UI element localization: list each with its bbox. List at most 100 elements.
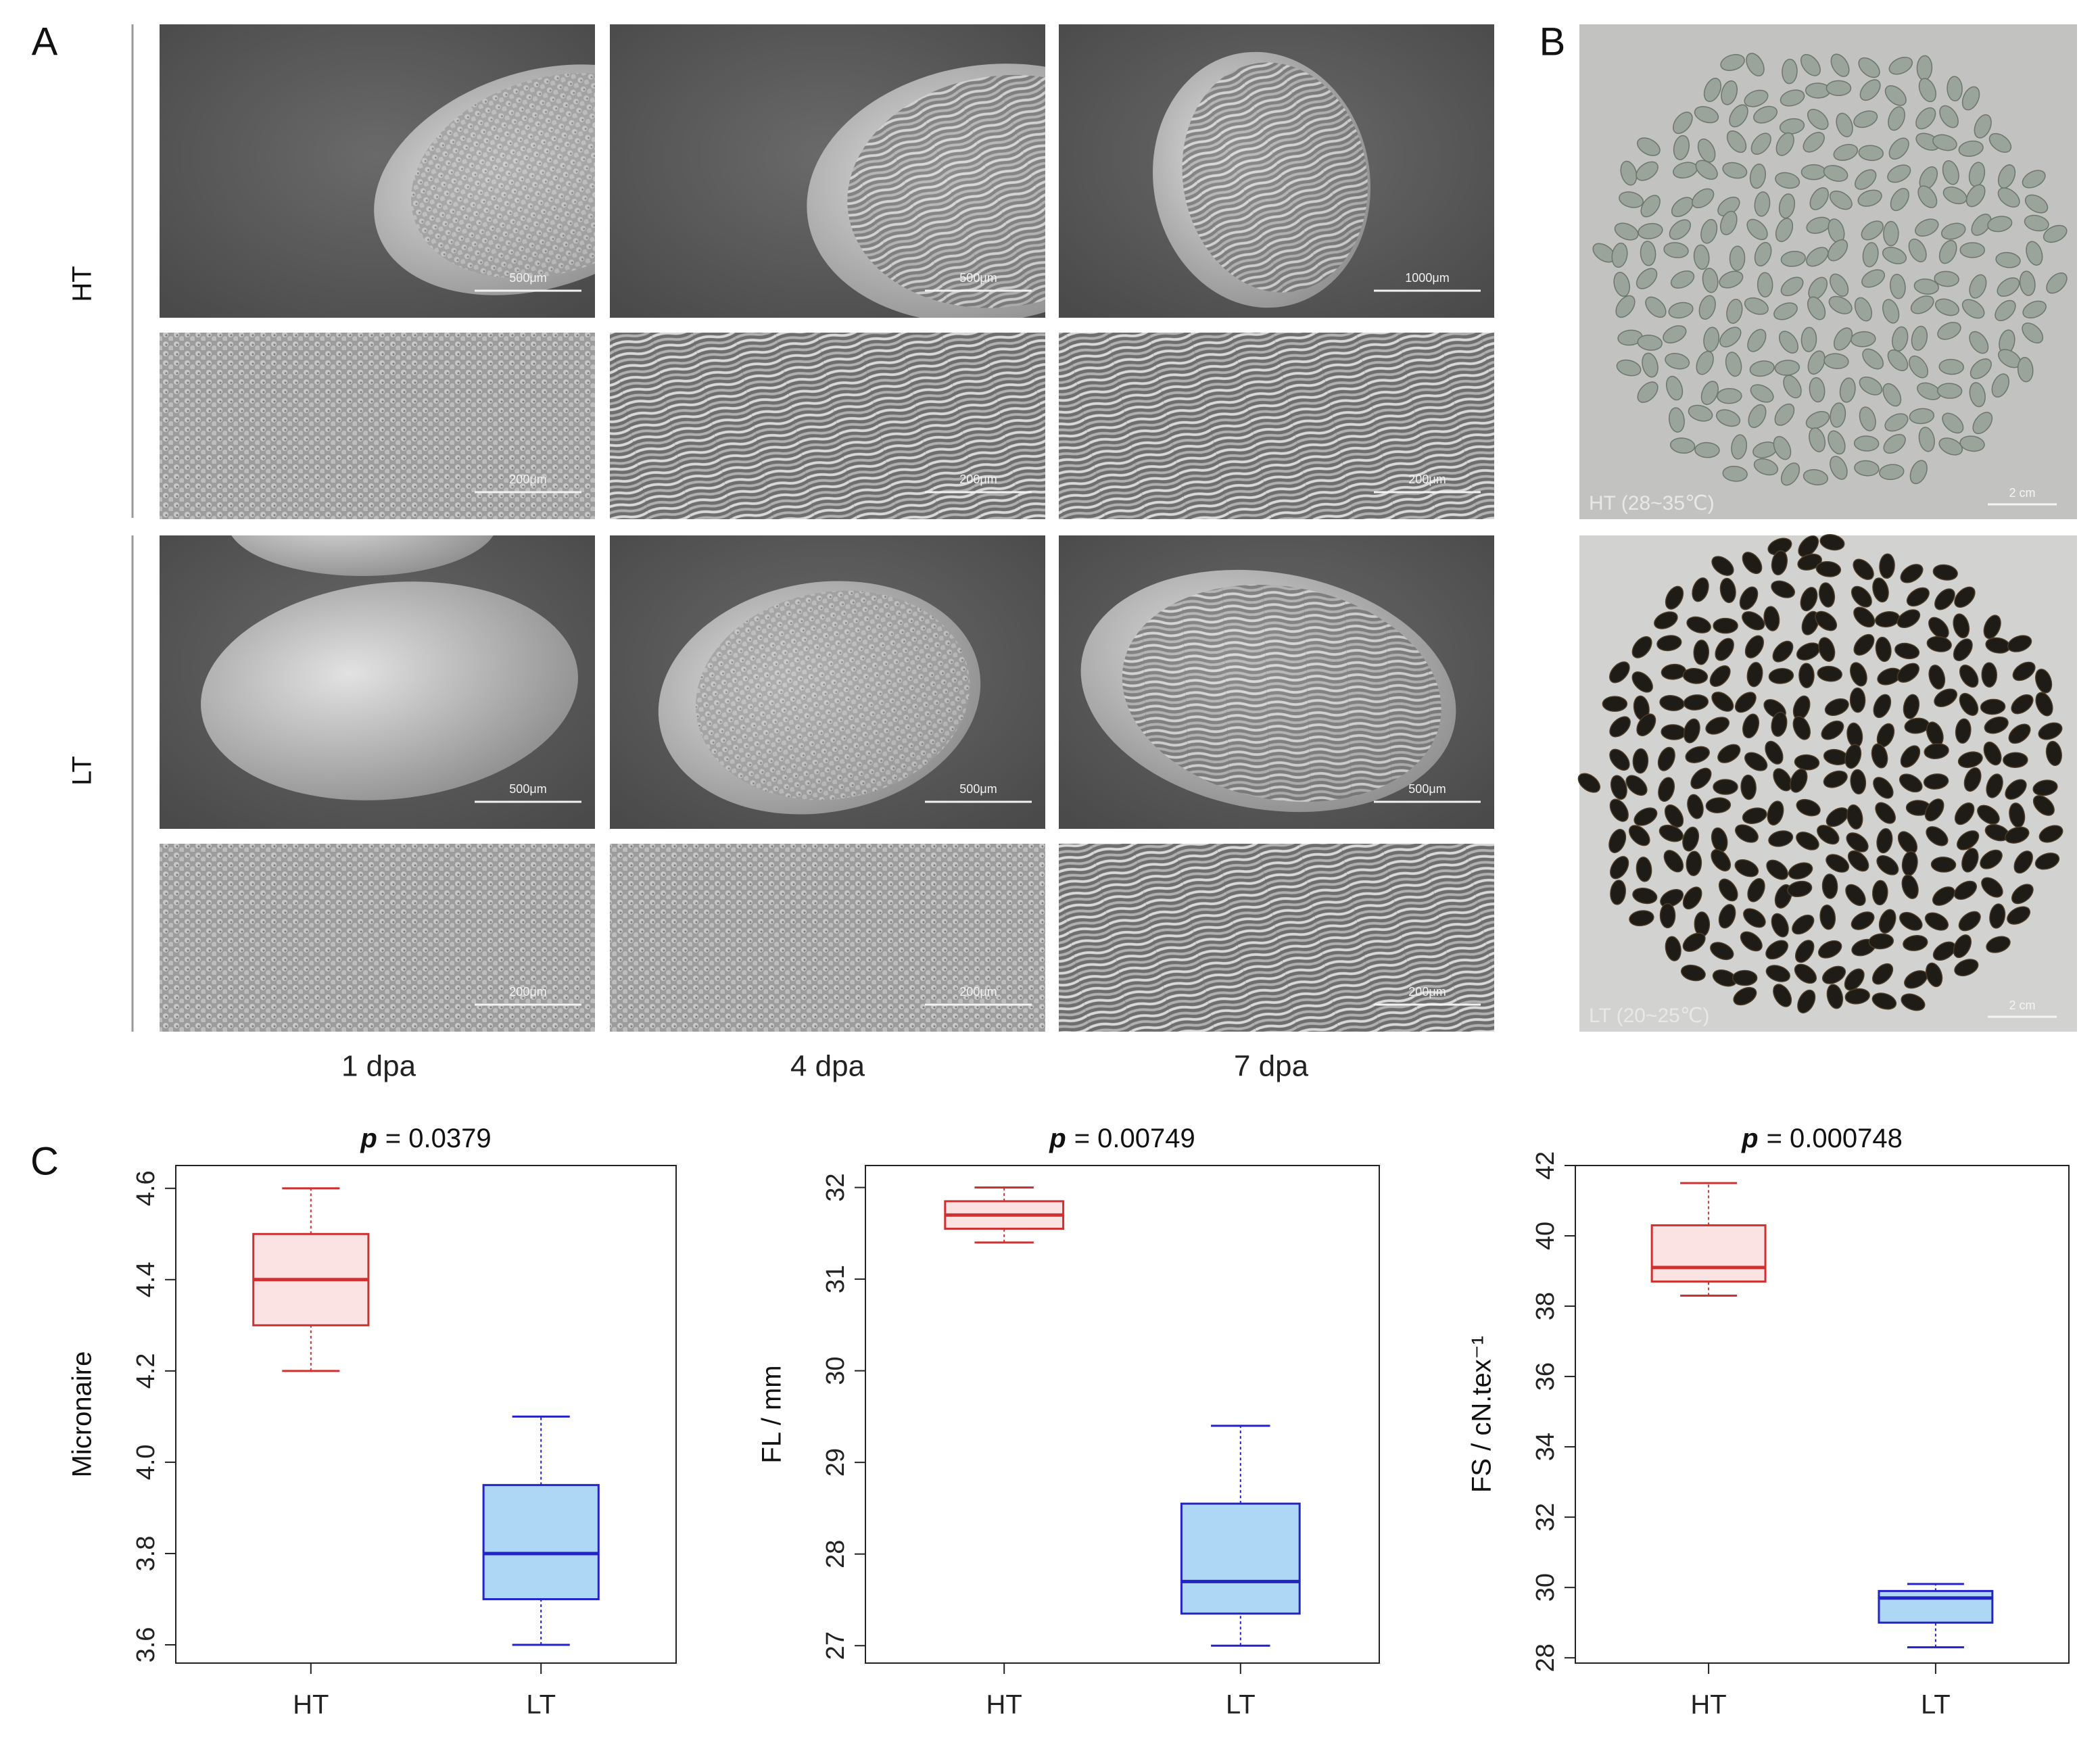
seed <box>1797 989 1816 1013</box>
seed <box>1923 773 1949 790</box>
seed <box>1796 798 1821 817</box>
seed <box>1771 580 1795 598</box>
seed <box>1636 857 1652 882</box>
seed <box>1821 720 1844 740</box>
seed <box>1719 270 1744 289</box>
seed <box>1887 349 1909 372</box>
seed <box>1720 210 1738 235</box>
sem-image: 200μm <box>610 333 1045 519</box>
seed <box>1682 886 1702 910</box>
scale-bar-label: 1000μm <box>1405 271 1449 285</box>
seed <box>1876 828 1893 854</box>
seed <box>1640 241 1656 266</box>
seed <box>1710 942 1734 961</box>
scale-bar-label: 500μm <box>509 271 546 285</box>
specimen <box>374 64 595 295</box>
seed <box>1659 903 1676 929</box>
seed <box>1610 856 1629 880</box>
seed <box>1796 832 1819 850</box>
seed <box>2034 853 2060 870</box>
seed <box>1780 89 1805 107</box>
seed <box>1731 434 1748 460</box>
seed <box>1669 407 1685 433</box>
seed <box>1969 331 1989 354</box>
seed <box>1807 109 1829 130</box>
seed <box>1742 552 1763 575</box>
scale-bar-label: 200μm <box>509 985 546 999</box>
seed <box>1833 327 1853 351</box>
sem-image: 200μm <box>610 844 1045 1032</box>
seed <box>1846 832 1869 853</box>
seed <box>1913 279 1939 295</box>
seed <box>1663 242 1689 258</box>
seed <box>1682 932 1706 952</box>
seed-photo: HT (28~35℃) 2 cm <box>1579 24 2077 519</box>
seed <box>1981 877 2003 898</box>
scale-bar-label: 200μm <box>1408 985 1446 999</box>
box <box>1650 1224 1767 1283</box>
y-axis-label: FS / cN.tex⁻¹ <box>1467 1336 1497 1493</box>
seed <box>2011 884 2034 905</box>
seed <box>1940 222 1966 240</box>
seed <box>1717 744 1741 763</box>
seed <box>1873 694 1892 719</box>
seed <box>1765 965 1790 982</box>
seed <box>1897 831 1918 854</box>
seed <box>1991 373 2009 398</box>
seed <box>1918 427 1935 452</box>
seed <box>1685 746 1710 763</box>
seed-texture <box>1122 584 1441 802</box>
seed <box>1926 826 1949 846</box>
seed <box>1747 329 1767 352</box>
row-label: LT <box>68 756 97 786</box>
seed <box>1957 830 1980 850</box>
seed <box>1771 550 1788 575</box>
title-emphasis: p <box>360 1124 377 1153</box>
seed <box>1692 188 1715 208</box>
seed <box>1958 911 1981 932</box>
seed <box>1740 931 1763 952</box>
seed <box>1851 331 1876 347</box>
panel-label: A <box>32 20 58 64</box>
seed <box>1986 773 2003 798</box>
seed <box>1896 663 1919 683</box>
seed <box>1871 743 1888 769</box>
seed <box>1686 616 1711 633</box>
sem-image: 500μm <box>160 24 595 318</box>
sem-image: 200μm <box>1059 333 1494 519</box>
seed <box>1896 609 1921 629</box>
seed <box>1830 53 1850 77</box>
seed-photo-label: HT (28~35℃) <box>1589 492 1715 514</box>
specimen <box>201 535 578 800</box>
seed <box>1846 804 1863 830</box>
seed <box>1851 911 1875 930</box>
seed <box>1934 688 1958 707</box>
seed <box>1963 767 1982 792</box>
seed <box>1611 242 1628 268</box>
seed <box>1909 355 1928 379</box>
seed <box>1953 613 1970 639</box>
seed <box>1879 464 1905 481</box>
scale-bar-label: 500μm <box>959 271 997 285</box>
seed <box>1669 437 1696 454</box>
seed <box>2024 194 2049 214</box>
seed <box>1961 86 1980 111</box>
seed <box>1716 409 1741 427</box>
seed <box>1828 430 1846 455</box>
seed <box>1817 825 1840 845</box>
seed <box>1687 794 1704 819</box>
seed <box>2019 270 2036 296</box>
seed <box>1803 469 1829 485</box>
row-label: HT <box>68 266 97 302</box>
seed <box>1773 435 1792 460</box>
seed <box>1900 745 1921 768</box>
seed <box>1823 165 1848 182</box>
seed <box>1670 270 1695 289</box>
seed <box>1815 560 1842 577</box>
seed <box>1890 273 1906 299</box>
seed <box>1953 638 1973 661</box>
seed <box>1972 412 1993 435</box>
seed <box>2022 322 2044 343</box>
seed <box>1665 585 1684 610</box>
y-tick-label: 4.0 <box>132 1444 160 1480</box>
